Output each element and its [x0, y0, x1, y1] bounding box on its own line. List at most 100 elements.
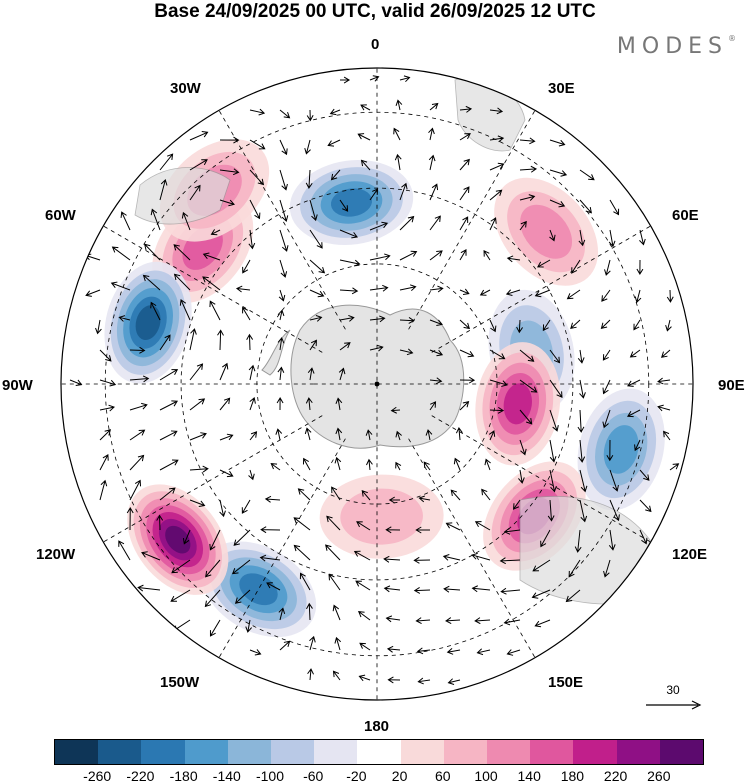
- wind-arrow: [531, 589, 551, 599]
- wind-arrow: [489, 406, 505, 414]
- wind-arrow: [453, 457, 461, 471]
- wind-arrow: [519, 194, 536, 201]
- wind-arrow: [332, 670, 341, 681]
- wind-arrow: [503, 618, 521, 626]
- wind-arrow: [339, 342, 351, 351]
- wind-arrow: [279, 199, 289, 223]
- anomaly-contour: [165, 525, 191, 554]
- wind-arrow: [385, 615, 401, 623]
- wind-arrow: [549, 439, 557, 463]
- colorbar-tick-label: 220: [603, 768, 628, 784]
- page-title: Base 24/09/2025 00 UTC, valid 26/09/2025…: [154, 1, 596, 22]
- wind-arrow: [219, 199, 235, 207]
- wind-arrow: [248, 469, 255, 481]
- meridian-line: [218, 438, 346, 658]
- wind-arrow: [369, 188, 379, 201]
- wind-arrow: [309, 315, 323, 322]
- wind-arrow: [309, 229, 323, 249]
- wind-arrow: [429, 349, 444, 357]
- wind-arrow: [305, 397, 313, 411]
- wind-arrow: [565, 589, 581, 603]
- wind-arrow: [489, 379, 508, 387]
- wind-arrow: [574, 529, 582, 553]
- wind-arrow: [361, 490, 371, 501]
- colorbar-tick-label: 260: [647, 768, 671, 784]
- wind-arrow: [339, 259, 361, 267]
- wind-arrow: [141, 551, 161, 561]
- wind-arrow: [488, 430, 496, 441]
- colorbar-tick-label: 60: [435, 768, 451, 784]
- wind-arrow: [633, 319, 641, 331]
- wind-arrow: [209, 529, 221, 551]
- wind-arrow: [443, 585, 461, 593]
- wind-arrow: [474, 617, 491, 625]
- colorbar-cell: [141, 740, 185, 764]
- wind-arrow: [602, 409, 611, 429]
- wind-arrow: [276, 397, 284, 411]
- wind-arrow: [365, 429, 373, 441]
- wind-arrow: [210, 229, 221, 236]
- wind-arrow: [428, 127, 435, 141]
- registered-mark: ®: [728, 34, 736, 43]
- wind-arrow: [566, 289, 581, 300]
- wind-arrow: [118, 540, 131, 561]
- wind-arrow: [85, 289, 101, 297]
- meridian-line: [431, 415, 651, 543]
- lon-label-180: 180: [364, 718, 390, 735]
- wind-arrow: [549, 409, 559, 432]
- wind-arrow: [159, 430, 178, 441]
- wind-arrow: [189, 328, 197, 351]
- wind-arrow: [570, 319, 581, 329]
- wind-arrow: [549, 199, 566, 208]
- wind-arrow: [249, 397, 256, 411]
- reference-vector-label: 30: [666, 683, 680, 697]
- wind-arrow: [353, 550, 371, 561]
- wind-arrow: [429, 401, 437, 411]
- wind-arrow: [219, 362, 229, 381]
- wind-arrow: [309, 635, 316, 651]
- anomaly-high-east-antarctic-coast: [475, 342, 561, 466]
- wind-arrow: [277, 336, 285, 351]
- colorbar-tick-label: 100: [474, 768, 498, 784]
- meridian-line: [408, 110, 536, 330]
- wind-arrow: [129, 479, 142, 501]
- wind-arrow: [189, 159, 208, 171]
- meridian-line: [103, 415, 323, 543]
- wind-arrow: [518, 469, 525, 484]
- lon-label-120e: 120E: [672, 546, 708, 563]
- wind-arrow: [447, 678, 461, 686]
- wind-arrow: [413, 556, 431, 564]
- wind-arrow: [474, 521, 491, 531]
- colorbar-tick-label: -140: [212, 768, 241, 784]
- wind-arrow: [578, 439, 586, 463]
- wind-arrow: [604, 259, 611, 276]
- wind-arrow: [459, 349, 475, 358]
- wind-arrow: [399, 215, 415, 231]
- wind-arrow: [629, 349, 641, 358]
- wind-arrow: [279, 139, 288, 156]
- wind-arrow: [111, 246, 131, 261]
- wind-arrow: [459, 400, 470, 411]
- wind-arrow: [159, 178, 168, 201]
- wind-arrow: [636, 259, 644, 276]
- wind-arrow: [519, 165, 538, 173]
- wind-arrow: [666, 289, 674, 303]
- colorbar-cell: [271, 740, 315, 764]
- wind-arrow: [248, 229, 256, 250]
- wind-arrow: [159, 153, 174, 171]
- wind-arrow: [360, 159, 371, 171]
- wind-arrow: [189, 398, 206, 411]
- wind-arrow: [418, 495, 431, 503]
- wind-arrow: [600, 319, 611, 330]
- wind-arrow: [242, 306, 251, 321]
- wind-arrow: [202, 276, 221, 291]
- wind-arrow: [305, 169, 313, 190]
- wind-arrow: [297, 488, 311, 501]
- wind-arrow: [334, 456, 342, 471]
- wind-arrow: [549, 139, 566, 147]
- wind-arrow: [425, 429, 433, 441]
- wind-arrow: [279, 229, 289, 252]
- wind-arrow: [608, 529, 616, 551]
- colorbar-tick-label: 180: [560, 768, 585, 784]
- wind-arrow: [519, 137, 536, 145]
